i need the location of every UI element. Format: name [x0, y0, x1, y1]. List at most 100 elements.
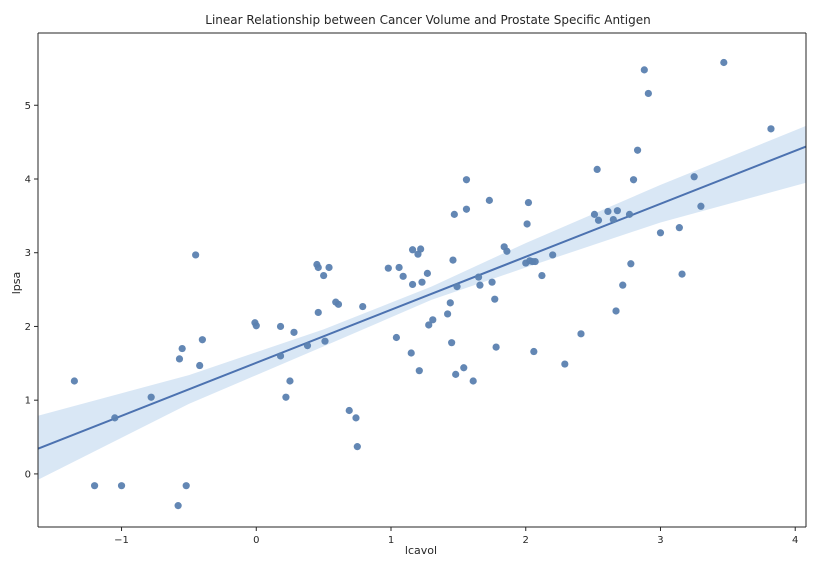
- data-point: [117, 482, 126, 490]
- data-point: [178, 344, 186, 353]
- data-point: [282, 393, 290, 401]
- data-point: [460, 364, 468, 372]
- data-point: [345, 406, 353, 415]
- axes: −1 0 1 2 3 4 0 1 2 3 4 5: [25, 32, 807, 546]
- data-point: [491, 295, 499, 303]
- data-point: [252, 322, 260, 330]
- y-tick-label: 4: [25, 174, 31, 185]
- data-point: [418, 278, 426, 286]
- data-point: [678, 270, 686, 278]
- data-point: [619, 281, 627, 289]
- data-point: [198, 336, 206, 344]
- data-point: [395, 263, 403, 272]
- data-point: [450, 210, 458, 218]
- x-axis-label: lcavol: [405, 544, 437, 557]
- data-point: [453, 283, 461, 291]
- data-point: [352, 414, 360, 422]
- data-point: [415, 367, 423, 375]
- data-point: [290, 328, 298, 336]
- data-point: [276, 322, 285, 331]
- y-axis-label: lpsa: [10, 272, 23, 295]
- data-point: [627, 260, 635, 268]
- data-point: [196, 361, 204, 370]
- data-point: [697, 202, 705, 210]
- data-point: [492, 343, 500, 351]
- data-point: [593, 165, 601, 174]
- data-point: [70, 377, 78, 385]
- x-axis-ticks: −1 0 1 2 3 4: [114, 527, 798, 546]
- data-points: [70, 58, 775, 510]
- y-tick-label: 1: [25, 396, 31, 407]
- data-point: [425, 321, 433, 329]
- data-point: [469, 377, 477, 385]
- data-point: [612, 307, 620, 315]
- data-point: [476, 281, 484, 289]
- data-point: [644, 89, 652, 98]
- data-point: [449, 256, 457, 264]
- data-point: [408, 246, 417, 254]
- data-point: [182, 482, 190, 490]
- x-tick-label: 1: [388, 535, 394, 546]
- data-point: [399, 272, 407, 280]
- data-point: [359, 302, 367, 311]
- data-point: [503, 247, 511, 255]
- data-point: [590, 210, 599, 218]
- data-point: [530, 347, 538, 356]
- data-point: [392, 333, 400, 342]
- data-point: [609, 215, 617, 224]
- data-point: [485, 196, 493, 204]
- data-point: [452, 370, 460, 378]
- data-point: [303, 342, 312, 350]
- y-tick-label: 3: [25, 248, 31, 259]
- plot-area: [37, 58, 807, 510]
- x-tick-label: 3: [657, 535, 663, 546]
- data-point: [276, 352, 285, 360]
- data-point: [353, 443, 361, 451]
- data-point: [488, 278, 496, 286]
- x-tick-label: −1: [114, 535, 129, 546]
- data-point: [524, 198, 533, 207]
- data-point: [625, 210, 634, 218]
- y-axis-ticks: 0 1 2 3 4 5: [25, 101, 38, 480]
- data-point: [111, 414, 119, 422]
- data-point: [613, 207, 621, 215]
- data-point: [147, 393, 155, 401]
- chart-title: Linear Relationship between Cancer Volum…: [205, 13, 650, 27]
- data-point: [538, 271, 546, 280]
- data-point: [417, 245, 425, 253]
- data-point: [629, 176, 638, 184]
- data-point: [577, 330, 585, 338]
- data-point: [384, 264, 392, 272]
- data-point: [90, 482, 99, 490]
- data-point: [656, 229, 665, 237]
- data-point: [444, 310, 452, 318]
- data-point: [675, 224, 683, 232]
- data-point: [325, 263, 333, 272]
- data-point: [690, 173, 698, 181]
- data-point: [192, 251, 200, 259]
- data-point: [633, 146, 642, 154]
- data-point: [407, 349, 415, 357]
- data-point: [462, 205, 471, 213]
- y-tick-label: 0: [25, 469, 31, 480]
- data-point: [446, 299, 454, 307]
- data-point: [720, 58, 728, 67]
- data-point: [523, 220, 531, 228]
- regression-line: [37, 145, 807, 450]
- data-point: [594, 216, 603, 224]
- x-tick-label: 4: [792, 535, 798, 546]
- data-point: [334, 300, 343, 308]
- data-point: [423, 269, 431, 277]
- x-tick-label: 2: [523, 535, 529, 546]
- confidence-band: [38, 125, 806, 480]
- data-point: [321, 337, 329, 345]
- data-point: [320, 271, 328, 280]
- data-point: [640, 66, 648, 74]
- data-point: [531, 257, 539, 266]
- data-point: [561, 360, 569, 368]
- data-point: [314, 308, 322, 317]
- data-point: [604, 207, 612, 216]
- data-point: [286, 377, 294, 385]
- data-point: [549, 251, 557, 259]
